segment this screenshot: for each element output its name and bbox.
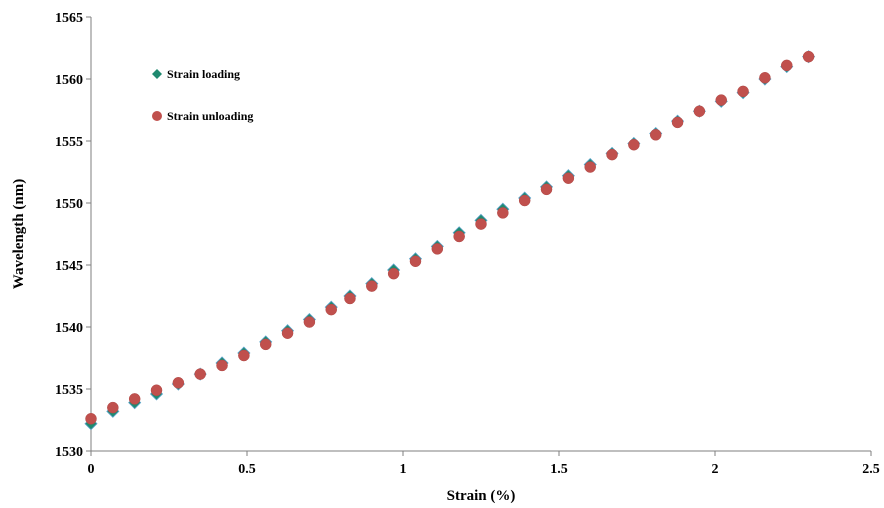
data-point-unloading xyxy=(759,72,771,84)
data-point-unloading xyxy=(150,384,163,396)
data-point-unloading xyxy=(693,105,706,117)
series-layer xyxy=(84,50,816,431)
series-strain-unloading xyxy=(85,50,815,425)
legend-item-strain-unloading: Strain unloading xyxy=(152,109,253,123)
y-tick-label: 1565 xyxy=(55,11,83,26)
data-point-unloading xyxy=(194,368,206,380)
y-axis-title: Wavelength (nm) xyxy=(11,179,27,289)
data-point-unloading xyxy=(475,218,487,230)
data-point-unloading xyxy=(387,267,400,280)
y-tick-label: 1530 xyxy=(55,445,83,460)
legend-label-strain-loading: Strain loading xyxy=(167,67,240,81)
data-point-unloading xyxy=(562,172,575,184)
data-point-unloading xyxy=(606,148,618,161)
legend-marker-circle xyxy=(152,111,162,121)
x-tick-label: 0.5 xyxy=(238,462,256,477)
data-point-unloading xyxy=(238,349,250,362)
data-point-unloading xyxy=(671,116,684,129)
y-ticks: 1530 1535 1540 1545 1550 1555 1560 1565 xyxy=(55,11,91,460)
legend: Strain loading Strain unloading xyxy=(152,67,253,123)
y-tick-label: 1545 xyxy=(55,259,83,274)
data-point-unloading xyxy=(85,413,97,425)
data-point-unloading xyxy=(281,327,294,339)
legend-label-strain-unloading: Strain unloading xyxy=(167,109,253,123)
data-point-unloading xyxy=(366,280,378,292)
x-tick-label: 1.5 xyxy=(550,462,568,477)
x-tick-label: 2 xyxy=(712,462,719,477)
data-point-unloading xyxy=(216,359,228,372)
axes xyxy=(90,17,871,452)
data-point-unloading xyxy=(303,316,316,328)
y-tick-label: 1560 xyxy=(55,73,83,88)
data-point-unloading xyxy=(259,338,272,351)
x-tick-label: 2.5 xyxy=(862,462,880,477)
y-tick-label: 1535 xyxy=(55,383,83,398)
x-tick-label: 0 xyxy=(88,462,95,477)
x-ticks: 0 0.5 1 1.5 2 2.5 xyxy=(88,451,880,477)
data-point-unloading xyxy=(584,161,596,173)
data-point-unloading xyxy=(802,50,815,63)
legend-item-strain-loading: Strain loading xyxy=(152,67,240,81)
x-axis-title: Strain (%) xyxy=(447,488,516,504)
data-point-unloading xyxy=(453,230,465,243)
data-point-unloading xyxy=(628,138,640,151)
data-point-unloading xyxy=(325,303,337,316)
x-tick-label: 1 xyxy=(400,462,407,477)
data-point-unloading xyxy=(107,401,119,414)
data-point-unloading xyxy=(649,129,662,141)
data-point-unloading xyxy=(518,194,531,207)
data-point-unloading xyxy=(715,94,727,106)
data-point-unloading xyxy=(344,292,356,305)
data-point-unloading xyxy=(781,59,793,72)
legend-marker-diamond xyxy=(152,69,162,79)
data-point-unloading xyxy=(172,377,185,389)
data-point-unloading xyxy=(128,393,141,405)
data-point-unloading xyxy=(431,243,444,255)
data-point-unloading xyxy=(409,255,422,268)
y-tick-label: 1540 xyxy=(55,321,83,336)
data-point-unloading xyxy=(540,183,553,196)
data-point-unloading xyxy=(497,207,509,219)
data-point-unloading xyxy=(737,85,749,98)
y-tick-label: 1550 xyxy=(55,197,83,212)
y-tick-label: 1555 xyxy=(55,135,83,150)
series-strain-loading xyxy=(84,50,816,431)
